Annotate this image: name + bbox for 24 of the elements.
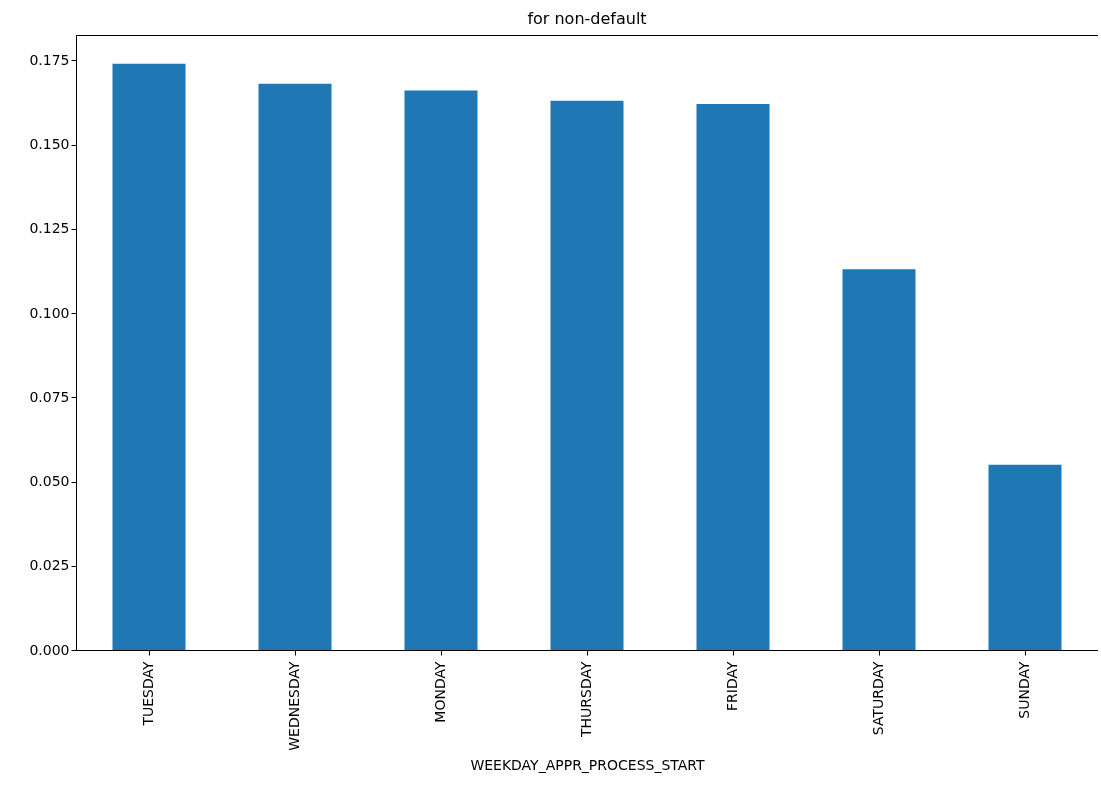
bar bbox=[258, 83, 332, 650]
bar bbox=[550, 100, 624, 650]
x-tick-label: WEDNESDAY bbox=[286, 661, 302, 751]
y-tick-label: 0.075 bbox=[29, 388, 70, 405]
bar bbox=[696, 104, 770, 650]
y-tick-label: 0.000 bbox=[29, 641, 70, 658]
x-axis-title: WEEKDAY_APPR_PROCESS_START bbox=[470, 756, 706, 773]
chart-title: for non-default bbox=[527, 9, 647, 28]
y-tick-label: 0.175 bbox=[29, 51, 70, 68]
y-tick-label: 0.125 bbox=[29, 220, 70, 237]
x-tick-label: MONDAY bbox=[432, 661, 448, 723]
y-tick-label: 0.050 bbox=[29, 473, 70, 490]
x-tick-label: SATURDAY bbox=[870, 661, 886, 736]
y-tick-label: 0.025 bbox=[29, 557, 70, 574]
bar bbox=[112, 63, 186, 650]
bar bbox=[404, 90, 478, 650]
x-tick-label: THURSDAY bbox=[578, 661, 594, 739]
y-tick-label: 0.150 bbox=[29, 136, 70, 153]
x-tick-label: TUESDAY bbox=[140, 661, 156, 727]
bar bbox=[988, 464, 1062, 650]
bar bbox=[842, 269, 916, 650]
y-tick-label: 0.100 bbox=[29, 304, 70, 321]
x-tick-label: FRIDAY bbox=[724, 661, 740, 711]
x-tick-label: SUNDAY bbox=[1016, 661, 1032, 719]
